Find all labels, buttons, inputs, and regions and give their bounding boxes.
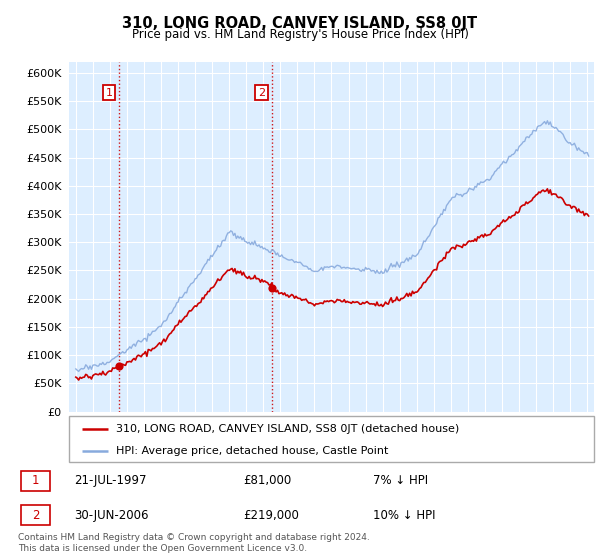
Text: £219,000: £219,000 [244, 508, 299, 521]
Text: Price paid vs. HM Land Registry's House Price Index (HPI): Price paid vs. HM Land Registry's House … [131, 28, 469, 41]
Text: 30-JUN-2006: 30-JUN-2006 [74, 508, 149, 521]
Text: 1: 1 [32, 474, 39, 487]
Text: 2: 2 [32, 508, 39, 521]
Text: 10% ↓ HPI: 10% ↓ HPI [373, 508, 436, 521]
Text: 21-JUL-1997: 21-JUL-1997 [74, 474, 147, 487]
Text: £81,000: £81,000 [244, 474, 292, 487]
Text: 2: 2 [258, 88, 265, 97]
Text: 1: 1 [106, 88, 113, 97]
Point [267, 283, 277, 292]
Text: Contains HM Land Registry data © Crown copyright and database right 2024.
This d: Contains HM Land Registry data © Crown c… [18, 533, 370, 553]
Bar [21, 470, 50, 491]
Point [115, 361, 124, 370]
Text: 7% ↓ HPI: 7% ↓ HPI [373, 474, 428, 487]
Text: 310, LONG ROAD, CANVEY ISLAND, SS8 0JT: 310, LONG ROAD, CANVEY ISLAND, SS8 0JT [122, 16, 478, 31]
Text: 310, LONG ROAD, CANVEY ISLAND, SS8 0JT (detached house): 310, LONG ROAD, CANVEY ISLAND, SS8 0JT (… [116, 424, 460, 434]
Bar [21, 505, 50, 525]
Text: HPI: Average price, detached house, Castle Point: HPI: Average price, detached house, Cast… [116, 446, 389, 455]
